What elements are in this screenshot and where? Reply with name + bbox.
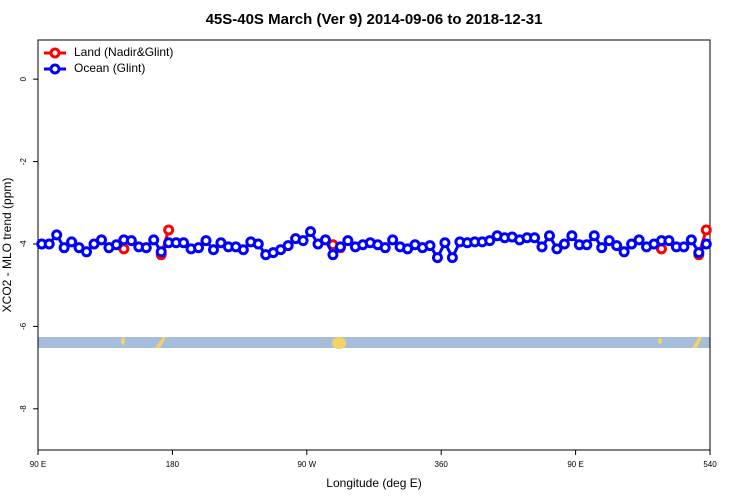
point xyxy=(633,234,645,246)
y-tick-label: -8 xyxy=(19,405,28,413)
x-tick-label: 360 xyxy=(435,460,449,469)
point xyxy=(611,240,623,252)
x-axis-label: Longitude (deg E) xyxy=(326,476,421,490)
point xyxy=(334,241,346,253)
y-tick-label: -4 xyxy=(19,240,28,248)
point xyxy=(178,237,190,249)
point xyxy=(379,242,391,254)
y-tick-label: 0 xyxy=(19,76,28,81)
land-blob xyxy=(121,337,125,345)
point xyxy=(148,234,160,246)
point xyxy=(327,249,339,261)
point xyxy=(663,235,675,247)
legend-marker xyxy=(49,63,61,75)
point xyxy=(95,234,107,246)
point xyxy=(207,244,219,256)
point xyxy=(282,240,294,252)
legend-label: Ocean (Glint) xyxy=(74,61,145,75)
point xyxy=(81,246,93,258)
point xyxy=(387,234,399,246)
point xyxy=(66,236,78,248)
surface-strip xyxy=(38,337,710,349)
point xyxy=(424,240,436,252)
point xyxy=(700,224,712,236)
point xyxy=(58,242,70,254)
land-blob xyxy=(332,337,346,349)
point xyxy=(529,232,541,244)
point xyxy=(319,234,331,246)
land-blob xyxy=(692,337,702,348)
point xyxy=(297,235,309,247)
point xyxy=(305,226,317,238)
point xyxy=(588,230,600,242)
point xyxy=(693,247,705,259)
point xyxy=(237,244,249,256)
point xyxy=(155,246,167,258)
point xyxy=(140,242,152,254)
point xyxy=(536,241,548,253)
point xyxy=(700,238,712,250)
point xyxy=(446,252,458,264)
point xyxy=(678,241,690,253)
point xyxy=(543,230,555,242)
point xyxy=(551,243,563,255)
point xyxy=(342,235,354,247)
land-blob xyxy=(658,338,662,344)
point xyxy=(431,252,443,264)
point xyxy=(200,235,212,247)
legend-marker xyxy=(49,47,61,59)
legend-label: Land (Nadir&Glint) xyxy=(74,45,173,59)
chart-title: 45S-40S March (Ver 9) 2014-09-06 to 2018… xyxy=(206,11,543,28)
point xyxy=(193,242,205,254)
point xyxy=(566,230,578,242)
y-tick-label: -2 xyxy=(19,157,28,165)
point xyxy=(596,242,608,254)
point xyxy=(618,246,630,258)
land-blob xyxy=(155,337,166,348)
point xyxy=(603,235,615,247)
point xyxy=(163,224,175,236)
point xyxy=(252,238,264,250)
point xyxy=(110,239,122,251)
x-tick-label: 90 E xyxy=(567,460,583,469)
ocean-strip xyxy=(38,337,710,348)
point xyxy=(43,238,55,250)
point xyxy=(125,235,137,247)
y-tick-label: -6 xyxy=(19,322,28,330)
point xyxy=(558,238,570,250)
point xyxy=(685,234,697,246)
y-axis-label: XCO2 - MLO trend (ppm) xyxy=(0,178,14,313)
x-tick-label: 90 E xyxy=(30,460,46,469)
x-tick-label: 180 xyxy=(166,460,180,469)
point xyxy=(439,237,451,249)
point xyxy=(51,229,63,241)
point xyxy=(581,239,593,251)
point xyxy=(484,235,496,247)
x-tick-label: 90 W xyxy=(297,460,316,469)
x-tick-label: 540 xyxy=(703,460,717,469)
